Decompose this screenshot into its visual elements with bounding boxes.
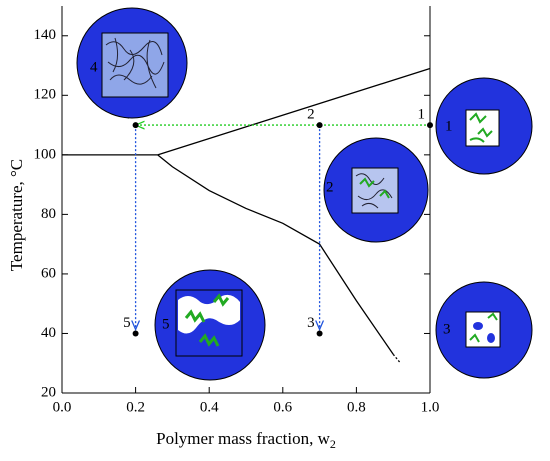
phase-line — [157, 67, 431, 156]
inset-5: 5 — [154, 269, 266, 381]
state-point — [427, 122, 433, 129]
inset-chains — [105, 37, 165, 89]
state-point-label: 3 — [307, 315, 315, 331]
state-point-label: 1 — [418, 107, 426, 123]
phase-line — [392, 353, 402, 364]
state-point-label: 5 — [123, 315, 131, 331]
y-tick-label: 60 — [41, 265, 56, 281]
inset-chains — [355, 173, 393, 209]
inset-4: 4 — [76, 7, 188, 119]
y-axis-label: Temperature, °C — [7, 159, 26, 271]
inset-crystals — [184, 293, 230, 347]
inset-label: 2 — [326, 179, 334, 195]
state-point — [132, 330, 139, 337]
y-tick-label: 80 — [41, 206, 56, 222]
state-point — [316, 330, 323, 337]
inset-square — [465, 311, 501, 348]
inset-crystals — [469, 112, 493, 143]
x-axis-label-sub: 2 — [330, 437, 336, 451]
x-tick-label: 1.0 — [421, 399, 440, 415]
x-tick-label: 0.4 — [200, 399, 219, 415]
inset-label: 4 — [90, 59, 98, 75]
inset-1: 1 — [435, 77, 533, 175]
x-tick-label: 0.2 — [126, 399, 145, 415]
y-tick-label: 140 — [34, 27, 57, 43]
axes: 20 40 60 80 100 120 140 0.0 0.2 0.4 0.6 0.8 1.0 — [34, 6, 440, 415]
inset-crystals — [469, 312, 498, 343]
x-tick-label: 0.0 — [53, 399, 72, 415]
y-tick-label: 120 — [34, 87, 57, 103]
y-tick-label: 40 — [41, 325, 56, 341]
y-tick-label: 100 — [34, 146, 57, 162]
x-tick-label: 0.8 — [347, 399, 366, 415]
inset-3: 3 — [435, 281, 533, 379]
phase-line — [157, 154, 394, 355]
inset-droplet — [487, 333, 495, 343]
x-tick-label: 0.6 — [273, 399, 292, 415]
inset-2: 2 — [323, 137, 429, 243]
inset-droplet — [473, 322, 483, 330]
state-point — [132, 122, 139, 129]
inset-label: 3 — [443, 321, 451, 337]
x-axis-label: Polymer mass fraction, w2 — [156, 429, 336, 451]
inset-crystals — [359, 177, 390, 199]
x-axis-label-main: Polymer mass fraction, w — [156, 429, 330, 448]
y-tick-label: 20 — [41, 384, 56, 400]
state-point — [316, 122, 323, 129]
state-point-label: 2 — [307, 107, 315, 123]
inset-label: 5 — [162, 316, 170, 332]
insets: 4 1 2 3 5 — [76, 7, 533, 381]
inset-label: 1 — [445, 118, 453, 134]
